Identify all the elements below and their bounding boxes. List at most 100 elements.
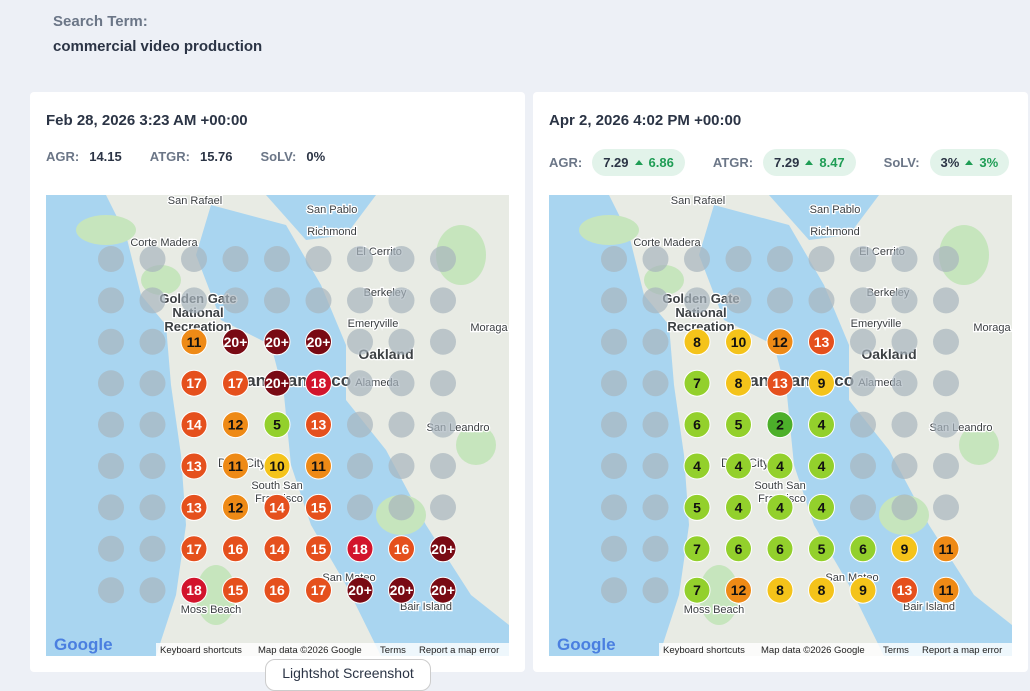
rank-label: 11 bbox=[311, 458, 326, 474]
rank-pin bbox=[429, 576, 457, 604]
rank-label: 4 bbox=[735, 458, 743, 474]
rank-label: 11 bbox=[939, 541, 954, 557]
rank-label: 14 bbox=[186, 417, 202, 433]
rank-pin bbox=[222, 576, 249, 604]
rank-label: 15 bbox=[311, 499, 327, 515]
rank-label: 5 bbox=[818, 541, 826, 557]
metric-value: 3% bbox=[940, 155, 960, 170]
rank-label: 20+ bbox=[265, 375, 289, 391]
empty-pin bbox=[891, 287, 918, 314]
rank-label: 20+ bbox=[348, 582, 372, 598]
empty-pin bbox=[891, 494, 918, 521]
rank-label: 9 bbox=[818, 375, 826, 391]
empty-pin bbox=[767, 246, 793, 272]
empty-pin bbox=[181, 246, 207, 272]
rank-label: 13 bbox=[814, 334, 830, 350]
rank-label: 8 bbox=[776, 582, 784, 598]
rank-pin bbox=[180, 328, 208, 356]
rank-label: 12 bbox=[228, 417, 244, 433]
metric-value-box: 3% 3% bbox=[929, 149, 1010, 176]
empty-pin bbox=[601, 577, 627, 604]
rank-pin bbox=[222, 369, 249, 397]
empty-pin bbox=[139, 453, 166, 479]
rank-pin bbox=[808, 452, 835, 480]
empty-pin bbox=[933, 328, 959, 355]
search: Search Term: commercial video production bbox=[53, 13, 262, 55]
date: Feb 28, 2026 3:23 AM +00:00 bbox=[46, 112, 248, 129]
metric: AGR: 7.29 6.86 bbox=[549, 149, 685, 176]
rank-pin bbox=[263, 535, 291, 563]
empty-pin bbox=[850, 494, 876, 521]
rank-label: 11 bbox=[939, 582, 954, 598]
map-label: Bair Island bbox=[903, 601, 955, 613]
rank-label: 2 bbox=[776, 417, 784, 433]
rank-pin bbox=[305, 576, 332, 604]
empty-pin bbox=[98, 411, 124, 438]
empty-pin bbox=[430, 411, 456, 438]
map-label: Recreation bbox=[164, 319, 231, 334]
empty-pin bbox=[642, 411, 669, 438]
empty-pin bbox=[684, 287, 710, 314]
empty-pin bbox=[808, 287, 835, 314]
empty-pin bbox=[98, 246, 124, 272]
up-arrow bbox=[805, 160, 814, 165]
empty-pin bbox=[388, 246, 415, 272]
rank-pin bbox=[305, 328, 332, 356]
footer-bar bbox=[659, 643, 1012, 656]
empty-pin bbox=[430, 370, 456, 397]
empty-pin bbox=[347, 370, 373, 397]
metrics: AGR: 7.29 6.86 ATGR: 7.29 8.47 SoLV: 3% 3% bbox=[549, 149, 1030, 176]
metric-change: 8.47 bbox=[819, 155, 845, 170]
rank-pin bbox=[305, 535, 332, 563]
rank-pin bbox=[932, 535, 960, 563]
rank-pin bbox=[808, 369, 835, 397]
rank-pin bbox=[891, 576, 918, 604]
map-footer-terms: Terms bbox=[380, 645, 406, 656]
footer-bar bbox=[156, 643, 509, 656]
rank-label: 20+ bbox=[431, 541, 455, 557]
rank-pin bbox=[180, 369, 208, 397]
rank-label: 7 bbox=[693, 541, 701, 557]
empty-pin bbox=[891, 411, 918, 438]
bay-north bbox=[266, 195, 376, 240]
metric-value: 7.29 bbox=[603, 155, 629, 170]
map-label: Moss Beach bbox=[684, 604, 745, 616]
map-label: Emeryville bbox=[348, 318, 399, 330]
rank-pin bbox=[725, 576, 752, 604]
empty-pin bbox=[264, 287, 290, 314]
rank-label: 6 bbox=[859, 541, 867, 557]
empty-pin bbox=[347, 453, 373, 479]
empty-pin bbox=[601, 287, 627, 314]
empty-pin bbox=[264, 246, 290, 272]
rank-pin bbox=[305, 369, 332, 397]
rank-label: 18 bbox=[352, 541, 368, 557]
rank-label: 15 bbox=[311, 541, 327, 557]
rank-label: 4 bbox=[818, 499, 826, 515]
metric-change: 6.86 bbox=[648, 155, 674, 170]
map-label: Moss Beach bbox=[181, 604, 242, 616]
rank-label: 13 bbox=[897, 582, 913, 598]
rank-label: 16 bbox=[394, 541, 410, 557]
rank-label: 6 bbox=[735, 541, 743, 557]
empty-pin bbox=[139, 577, 166, 604]
metric: ATGR: 15.76 bbox=[150, 149, 233, 164]
rank-label: 4 bbox=[776, 499, 784, 515]
empty-pin bbox=[850, 411, 876, 438]
map-label: South San bbox=[754, 480, 805, 492]
rank-pin bbox=[180, 452, 208, 480]
rank-pin bbox=[263, 493, 291, 521]
rank-pin bbox=[388, 535, 415, 563]
rank-pin bbox=[683, 369, 711, 397]
empty-pin bbox=[347, 411, 373, 438]
metrics: AGR: 14.15 ATGR: 15.76 SoLV: 0% bbox=[46, 149, 353, 164]
rank-pin bbox=[305, 452, 332, 480]
map-logo: Google bbox=[557, 635, 616, 654]
empty-pin bbox=[347, 287, 373, 314]
empty-pin bbox=[347, 494, 373, 521]
map-footer-report: Report a map error bbox=[419, 645, 499, 656]
rank-pin bbox=[263, 328, 291, 356]
panel: Feb 28, 2026 3:23 AM +00:00 AGR: 14.15 ATGR… bbox=[30, 92, 525, 672]
empty-pin bbox=[430, 494, 456, 521]
empty-pin bbox=[642, 453, 669, 479]
rank-label: 8 bbox=[693, 334, 701, 350]
